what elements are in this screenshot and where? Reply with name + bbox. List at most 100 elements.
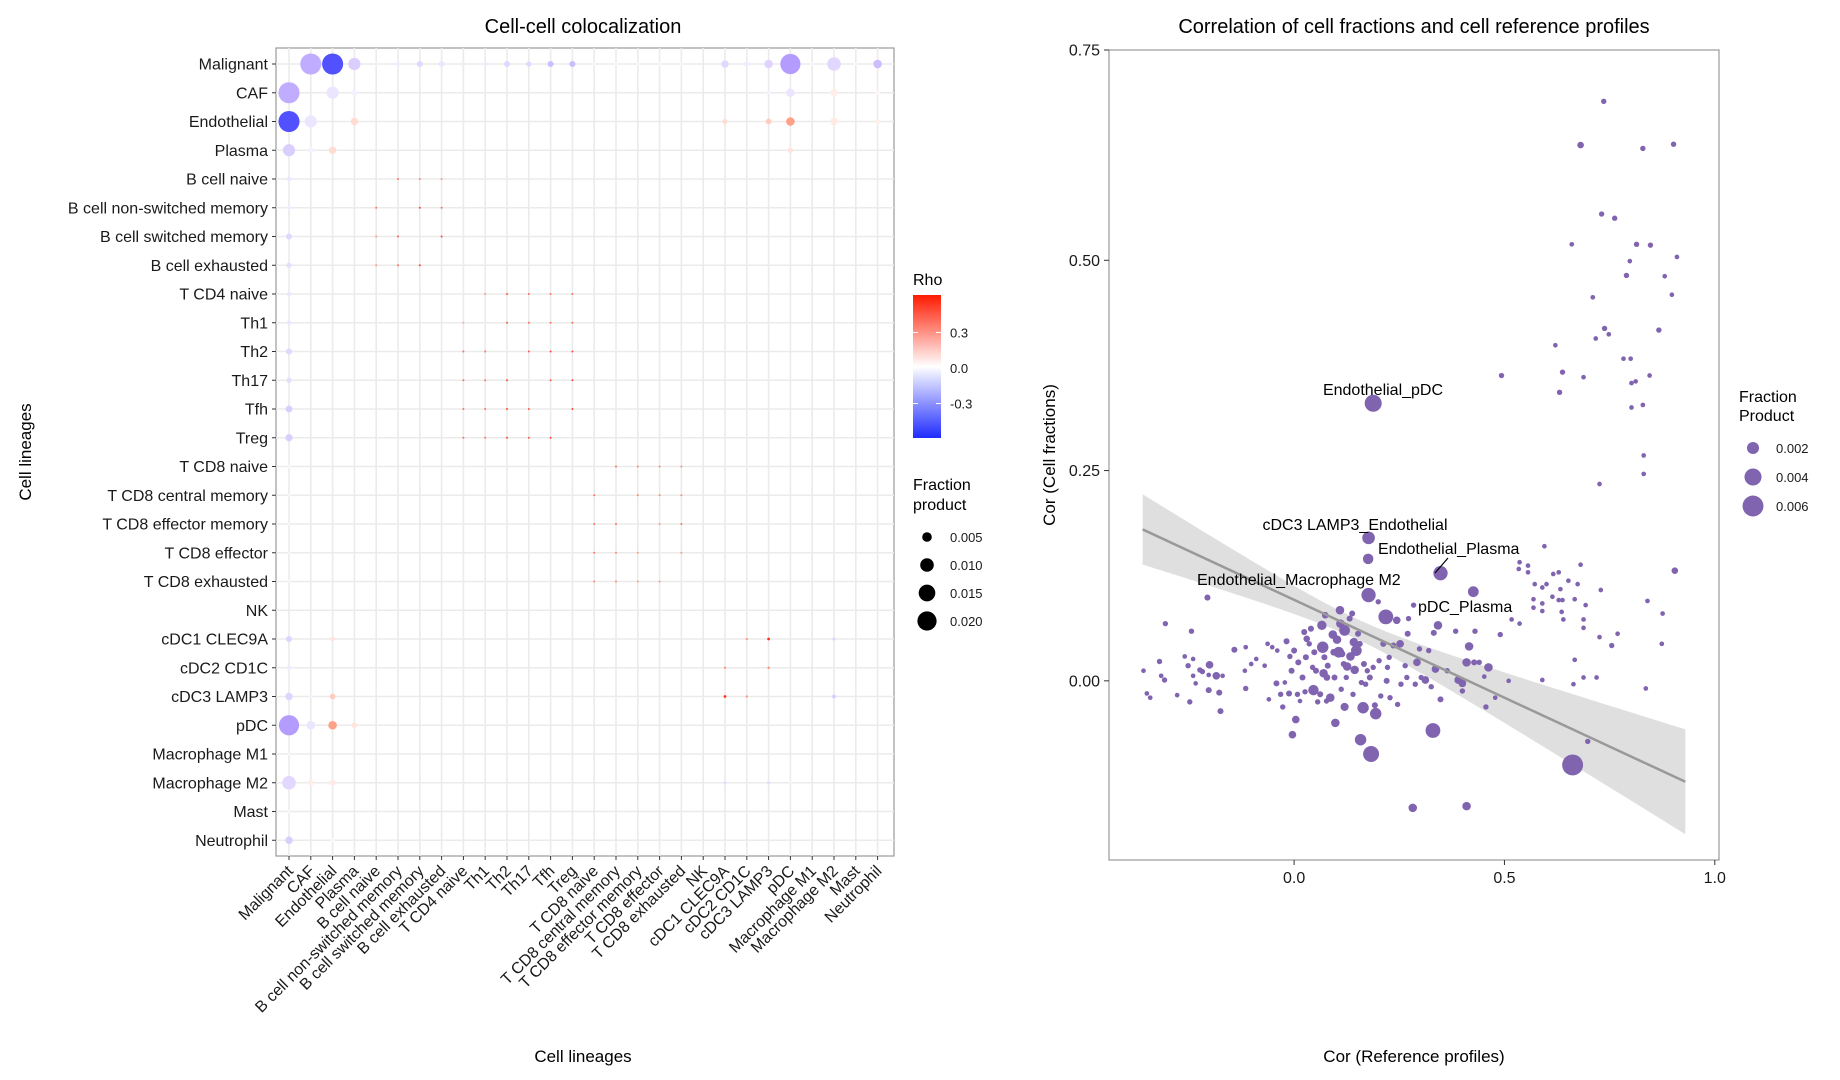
scatter-point — [1376, 657, 1382, 664]
bubble-cdc1-clec9a-x-cdc3-lamp3 — [767, 637, 770, 641]
bubble-tfh-x-th17 — [527, 408, 530, 410]
scatter-point — [1506, 678, 1511, 684]
scatter-point — [1369, 707, 1382, 720]
bubble-b-cell-exhausted-x-b-cell-naive — [375, 264, 378, 267]
rho-tick-label: 0.3 — [950, 326, 968, 341]
scatter-point — [1182, 654, 1188, 659]
scatter-point — [1643, 686, 1649, 691]
y-tick-label: Treg — [236, 430, 268, 447]
right-size-legend-title-line1: Fraction — [1739, 389, 1797, 406]
bubble-t-cd8-naive-x-t-cd8-central-memory — [615, 465, 617, 468]
bubble-endothelial-x-cdc3-lamp3 — [765, 118, 772, 125]
scatter-point — [1358, 679, 1365, 686]
scatter-point — [1590, 294, 1596, 300]
point-label: Endothelial_pDC — [1323, 382, 1443, 399]
y-tick-label: B cell non-switched memory — [68, 200, 268, 217]
scatter-point — [1408, 803, 1418, 813]
scatter-point — [1396, 640, 1404, 648]
scatter-point — [1392, 616, 1401, 625]
bubble-mast-x-malignant — [287, 809, 291, 814]
scatter-point — [1581, 617, 1586, 622]
bubble-t-cd8-effector-memory-x-t-cd8-naive — [593, 523, 596, 525]
scatter-point — [1539, 608, 1545, 614]
bubble-th2-x-malignant — [285, 348, 293, 355]
scatter-point — [1282, 680, 1288, 685]
bubble-treg-x-th17 — [527, 436, 530, 439]
scatter-point — [1594, 675, 1599, 680]
scatter-point — [1413, 658, 1421, 667]
bubble-malignant-x-b-cell-exhausted — [438, 60, 445, 68]
bubble-treg-x-malignant — [285, 434, 293, 442]
bubble-t-cd8-effector-memory-x-t-cd8-central-memory — [615, 523, 617, 525]
bubble-th17-x-th1 — [484, 379, 487, 382]
scatter-point — [1556, 389, 1563, 396]
scatter-point — [1645, 598, 1650, 604]
scatter-point — [1340, 702, 1349, 711]
scatter-point — [1544, 581, 1549, 587]
bubble-malignant-x-plasma — [348, 57, 361, 71]
scatter-point — [1542, 543, 1547, 549]
correlation-y-axis-title: Cor (Cell fractions) — [1040, 384, 1059, 526]
bubble-t-cd8-exhausted-x-malignant — [287, 579, 291, 584]
scatter-point — [1349, 637, 1359, 647]
scatter-point — [1647, 373, 1652, 378]
scatter-point — [1205, 661, 1214, 669]
bubble-cdc3-lamp3-x-cdc2-cd1c — [745, 695, 748, 698]
bubble-t-cd4-naive-x-th2 — [506, 293, 508, 295]
scatter-point — [1231, 646, 1238, 653]
scatter-point — [1302, 654, 1309, 661]
bubble-tfh-x-th1 — [484, 408, 487, 410]
scatter-point — [1525, 563, 1531, 568]
y-tick-label: T CD8 effector memory — [102, 517, 268, 534]
bubble-caf-x-plasma — [351, 89, 358, 96]
scatter-point — [1355, 630, 1362, 637]
bubble-cdc2-cd1c-x-cdc3-lamp3 — [767, 666, 770, 669]
scatter-point — [1190, 656, 1196, 662]
colocalization-grid — [276, 48, 894, 856]
size-legend-label: 0.004 — [1776, 470, 1809, 485]
scatter-point — [1158, 673, 1164, 679]
bubble-th17-x-t-cd4-naive — [462, 379, 465, 382]
bubble-th17-x-th2 — [506, 379, 508, 382]
colocalization-y-axis-title: Cell lineages — [16, 403, 35, 500]
scatter-point — [1308, 684, 1319, 696]
bubble-neutrophil-x-malignant — [285, 836, 293, 844]
bubble-b-cell-naive-x-b-cell-non-switched-memory — [397, 178, 399, 180]
scatter-point — [1437, 696, 1444, 703]
y-tick-label: cDC3 LAMP3 — [171, 689, 268, 706]
scatter-point — [1188, 628, 1195, 634]
scatter-point — [1338, 650, 1346, 658]
bubble-plasma-x-caf — [307, 147, 314, 154]
scatter-point — [1562, 754, 1584, 776]
scatter-point — [1363, 746, 1380, 763]
y-tick-label: Th2 — [240, 344, 268, 361]
scatter-point — [1375, 599, 1381, 605]
scatter-point — [1471, 659, 1478, 666]
bubble-th1-x-tfh — [549, 321, 552, 324]
y-tick-label: 0.25 — [1069, 463, 1100, 480]
bubble-tfh-x-treg — [571, 408, 574, 410]
bubble-t-cd8-exhausted-x-t-cd8-naive — [593, 580, 596, 583]
bubble-pdc-x-malignant — [278, 715, 300, 736]
bubble-b-cell-non-switched-memory-x-b-cell-naive — [375, 206, 378, 209]
y-tick-label: CAF — [236, 85, 268, 102]
scatter-point — [1220, 673, 1225, 679]
bubble-cdc3-lamp3-x-malignant — [285, 692, 293, 701]
scatter-point — [1609, 642, 1615, 649]
scatter-point — [1297, 698, 1303, 704]
bubble-t-cd8-central-memory-x-t-cd8-effector — [658, 494, 661, 497]
labeled-point-endothelial-plasma — [1433, 566, 1448, 581]
scatter-point — [1378, 609, 1394, 625]
size-legend-label: 0.005 — [950, 530, 983, 545]
scatter-point — [1566, 578, 1571, 584]
size-legend-circle — [1744, 468, 1762, 486]
size-legend-label: 0.002 — [1776, 441, 1809, 456]
bubble-th1-x-th17 — [527, 321, 530, 324]
scatter-point — [1144, 691, 1150, 696]
bubble-b-cell-exhausted-x-b-cell-non-switched-memory — [397, 264, 399, 267]
rho-tick-label: 0.0 — [950, 361, 968, 376]
scatter-point — [1280, 704, 1286, 710]
scatter-point — [1335, 605, 1345, 615]
scatter-point — [1378, 693, 1384, 699]
